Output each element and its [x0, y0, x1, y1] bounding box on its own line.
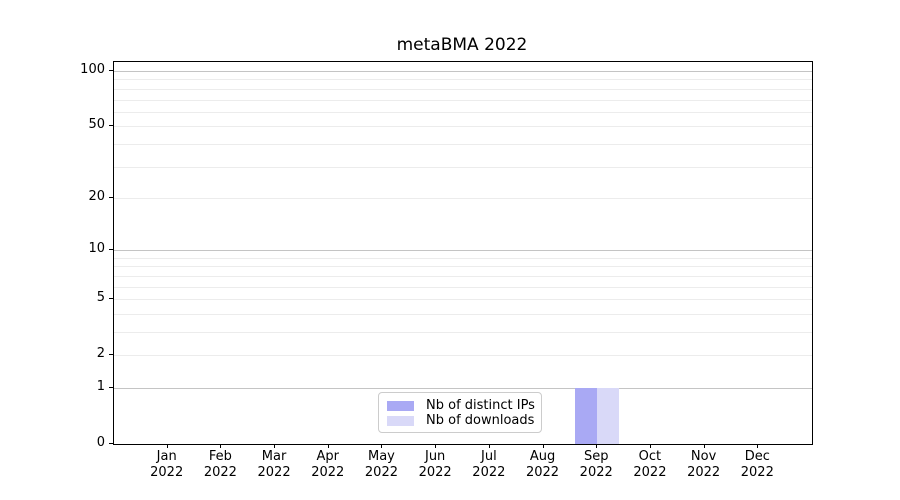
plot-area	[113, 61, 813, 445]
x-axis-tick	[327, 444, 329, 448]
y-axis-tick	[109, 196, 113, 198]
gridline	[114, 197, 812, 199]
y-axis-tick-label: 100	[80, 62, 105, 78]
x-axis-tick-label: May 2022	[364, 449, 398, 480]
x-axis-tick-label: Oct 2022	[633, 449, 667, 480]
x-axis-tick-label: Feb 2022	[203, 449, 237, 480]
y-axis-tick	[109, 125, 113, 127]
x-axis-tick-label: Apr 2022	[311, 449, 345, 480]
x-axis-tick	[435, 444, 437, 448]
x-axis-tick	[703, 444, 705, 448]
gridline	[114, 257, 812, 259]
legend-swatch-downloads-icon	[387, 415, 414, 426]
x-axis-tick-label: Jan 2022	[150, 449, 184, 480]
bar-sep-0	[575, 387, 598, 444]
x-axis-tick	[274, 444, 276, 448]
gridline	[114, 88, 812, 90]
gridline	[114, 313, 812, 315]
gridline	[114, 79, 812, 81]
y-axis-tick	[109, 386, 113, 388]
y-axis-tick-label: 50	[88, 117, 105, 133]
legend: Nb of distinct IPs Nb of downloads	[378, 392, 542, 433]
legend-label-downloads: Nb of downloads	[426, 412, 535, 428]
y-axis-tick	[109, 354, 113, 356]
x-axis-tick	[220, 444, 222, 448]
x-axis-tick-label: Aug 2022	[525, 449, 560, 480]
chart-title: metaBMA 2022	[396, 35, 528, 55]
x-axis-tick	[649, 444, 651, 448]
x-axis-tick-label: Jul 2022	[472, 449, 506, 480]
gridline	[114, 331, 812, 333]
legend-item-downloads: Nb of downloads	[387, 412, 535, 428]
gridline	[114, 266, 812, 268]
y-axis-tick-label: 2	[96, 346, 105, 362]
gridline	[114, 299, 812, 301]
legend-label-distinct-ips: Nb of distinct IPs	[426, 397, 535, 413]
x-axis-tick	[757, 444, 759, 448]
x-axis-tick	[596, 444, 598, 448]
gridline	[114, 143, 812, 145]
y-axis-tick-label: 1	[96, 378, 105, 394]
y-axis-tick-label: 5	[96, 290, 105, 306]
bar-sep-1	[597, 387, 620, 444]
gridline	[114, 111, 812, 113]
x-axis-tick	[381, 444, 383, 448]
legend-swatch-distinct-ips-icon	[387, 400, 414, 411]
y-axis-tick	[109, 443, 113, 444]
y-axis-tick	[109, 298, 113, 300]
x-axis-tick-label: Dec 2022	[740, 449, 774, 480]
x-axis-tick-label: Mar 2022	[257, 449, 291, 480]
y-axis-tick	[109, 70, 113, 72]
x-axis-tick	[542, 444, 544, 448]
legend-item-distinct-ips: Nb of distinct IPs	[387, 397, 535, 413]
x-axis-tick	[166, 444, 168, 448]
gridline	[114, 126, 812, 128]
y-axis-tick	[109, 249, 113, 251]
gridline	[114, 355, 812, 357]
x-axis-tick-label: Nov 2022	[687, 449, 721, 480]
x-axis-tick-label: Jun 2022	[418, 449, 452, 480]
y-axis-tick-label: 20	[88, 188, 105, 204]
y-axis-tick-label: 0	[96, 435, 105, 450]
gridline	[114, 166, 812, 168]
gridline	[114, 275, 812, 277]
x-axis-tick	[488, 444, 490, 448]
gridline	[114, 286, 812, 288]
gridline-major	[114, 250, 812, 252]
x-axis-tick-label: Sep 2022	[579, 449, 613, 480]
gridline-major	[114, 71, 812, 73]
y-axis-tick-label: 10	[88, 241, 105, 257]
gridline-major	[114, 387, 812, 389]
gridline	[114, 99, 812, 101]
